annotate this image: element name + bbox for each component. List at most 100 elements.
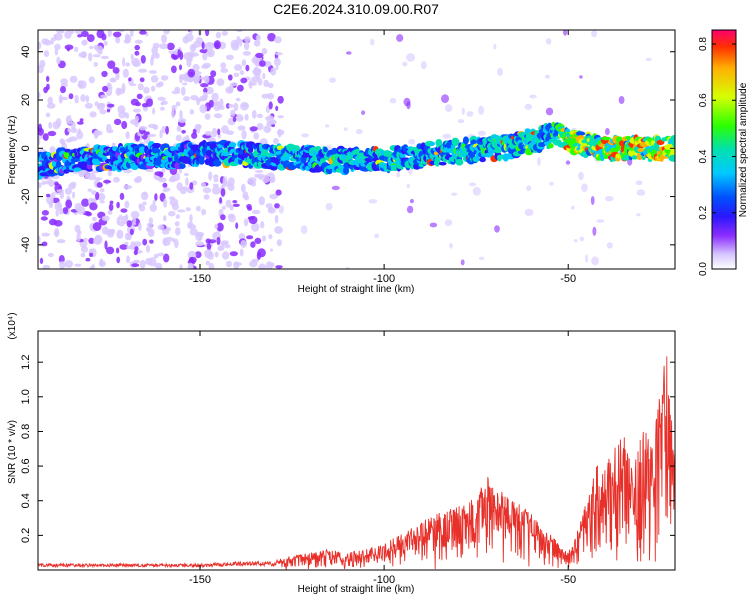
- heatmap-ridge-blob: [291, 145, 300, 150]
- heatmap-noise-blob: [50, 37, 54, 45]
- heatmap-noise-blob: [54, 32, 63, 41]
- heatmap-noise-blob: [225, 54, 234, 60]
- heatmap-ridge-blob: [260, 149, 269, 158]
- heatmap-ridge-blob: [138, 146, 146, 154]
- heatmap-noise-blob: [74, 94, 79, 104]
- heatmap-noise-blob: [64, 260, 74, 268]
- heatmap-noise-blob: [40, 216, 48, 221]
- heatmap-noise-blob: [444, 104, 453, 112]
- snr-y-tick-label: 1.0: [20, 389, 32, 404]
- heatmap-noise-blob: [230, 109, 236, 117]
- heatmap-noise-blob: [175, 227, 181, 236]
- heatmap-noise-blob: [212, 183, 219, 187]
- heatmap-noise-blob: [497, 67, 503, 76]
- heatmap-noise-blob: [81, 30, 89, 38]
- heatmap-noise-blob: [579, 75, 583, 79]
- heatmap-noise-blob: [77, 80, 84, 89]
- heatmap-noise-blob: [526, 185, 532, 192]
- heatmap-noise-blob: [152, 107, 156, 115]
- heatmap-noise-blob: [95, 45, 103, 52]
- heatmap-noise-blob: [201, 64, 210, 69]
- heatmap-noise-blob: [68, 183, 76, 190]
- heatmap-noise-blob: [202, 52, 208, 61]
- heatmap-noise-blob: [645, 57, 652, 62]
- heatmap-noise-blob: [220, 62, 227, 69]
- heatmap-noise-blob: [132, 60, 141, 67]
- heatmap-noise-blob: [261, 174, 270, 184]
- heatmap-noise-blob: [635, 180, 643, 186]
- heatmap-noise-blob: [68, 93, 74, 100]
- heatmap-noise-blob: [116, 229, 124, 239]
- heatmap-noise-blob: [606, 242, 613, 249]
- heatmap-noise-blob: [89, 202, 98, 211]
- heatmap-noise-blob: [163, 198, 168, 208]
- heatmap-noise-blob: [100, 94, 108, 99]
- heatmap-noise-blob: [222, 205, 226, 210]
- heatmap-noise-blob: [74, 263, 82, 267]
- heatmap-noise-blob: [236, 30, 243, 33]
- heatmap-noise-blob: [477, 130, 486, 136]
- heatmap-noise-blob: [202, 187, 212, 194]
- heatmap-noise-blob: [98, 260, 106, 268]
- heatmap-noise-blob: [74, 46, 79, 52]
- heatmap-ridge-blob: [73, 167, 83, 172]
- heatmap-noise-blob: [96, 103, 105, 111]
- heatmap-y-tick-label: -20: [20, 189, 32, 205]
- heatmap-noise-blob: [126, 255, 131, 264]
- heatmap-noise-blob: [94, 101, 99, 107]
- heatmap-noise-blob: [108, 129, 114, 134]
- heatmap-noise-blob: [396, 34, 404, 42]
- heatmap-noise-blob: [213, 174, 219, 180]
- heatmap-noise-blob: [134, 115, 139, 122]
- heatmap-noise-blob: [216, 222, 224, 232]
- heatmap-noise-blob: [122, 68, 129, 78]
- heatmap-noise-blob: [99, 200, 105, 204]
- heatmap-noise-blob: [41, 210, 50, 216]
- heatmap-noise-blob: [81, 39, 88, 46]
- heatmap-noise-blob: [56, 189, 65, 193]
- heatmap-noise-blob: [108, 203, 114, 211]
- heatmap-noise-blob: [195, 37, 203, 44]
- heatmap-noise-blob: [99, 109, 107, 115]
- heatmap-noise-blob: [225, 130, 234, 135]
- heatmap-noise-blob: [139, 30, 147, 35]
- heatmap-ridge-blob: [637, 148, 645, 153]
- heatmap-noise-blob: [64, 187, 72, 195]
- heatmap-noise-blob: [232, 200, 238, 204]
- heatmap-noise-blob: [325, 202, 333, 211]
- heatmap-noise-blob: [270, 248, 273, 252]
- heatmap-noise-blob: [140, 55, 146, 64]
- heatmap-noise-blob: [110, 228, 116, 234]
- heatmap-noise-blob: [591, 256, 600, 266]
- heatmap-noise-blob: [227, 183, 235, 191]
- heatmap-noise-blob: [240, 240, 247, 248]
- heatmap-noise-blob: [119, 192, 125, 200]
- colorbar-tick-label: 0.2: [698, 205, 709, 219]
- snr-series-line: [38, 356, 675, 570]
- heatmap-noise-blob: [148, 70, 157, 74]
- heatmap-noise-blob: [175, 134, 182, 142]
- heatmap-noise-blob: [187, 68, 196, 78]
- heatmap-noise-blob: [102, 85, 109, 92]
- heatmap-noise-blob: [107, 210, 113, 215]
- heatmap-noise-blob: [228, 104, 234, 108]
- heatmap-noise-blob: [442, 133, 452, 139]
- heatmap-noise-blob: [256, 113, 263, 119]
- heatmap-noise-blob: [226, 260, 232, 268]
- heatmap-noise-blob: [107, 103, 115, 108]
- heatmap-noise-blob: [48, 179, 55, 188]
- heatmap-noise-blob: [89, 111, 97, 118]
- heatmap-noise-blob: [139, 77, 145, 83]
- heatmap-noise-blob: [461, 107, 465, 115]
- heatmap-noise-blob: [189, 30, 193, 35]
- heatmap-noise-blob: [581, 183, 588, 192]
- snr-y-axis-label: SNR (10 * v/v): [7, 420, 18, 484]
- heatmap-noise-blob: [115, 247, 120, 254]
- heatmap-noise-blob: [78, 170, 86, 175]
- heatmap-ridge-blob: [361, 167, 369, 172]
- heatmap-noise-blob: [183, 96, 190, 102]
- heatmap-noise-blob: [138, 222, 142, 232]
- heatmap-noise-blob: [270, 67, 277, 76]
- heatmap-marks: [38, 30, 675, 269]
- heatmap-noise-blob: [130, 54, 134, 60]
